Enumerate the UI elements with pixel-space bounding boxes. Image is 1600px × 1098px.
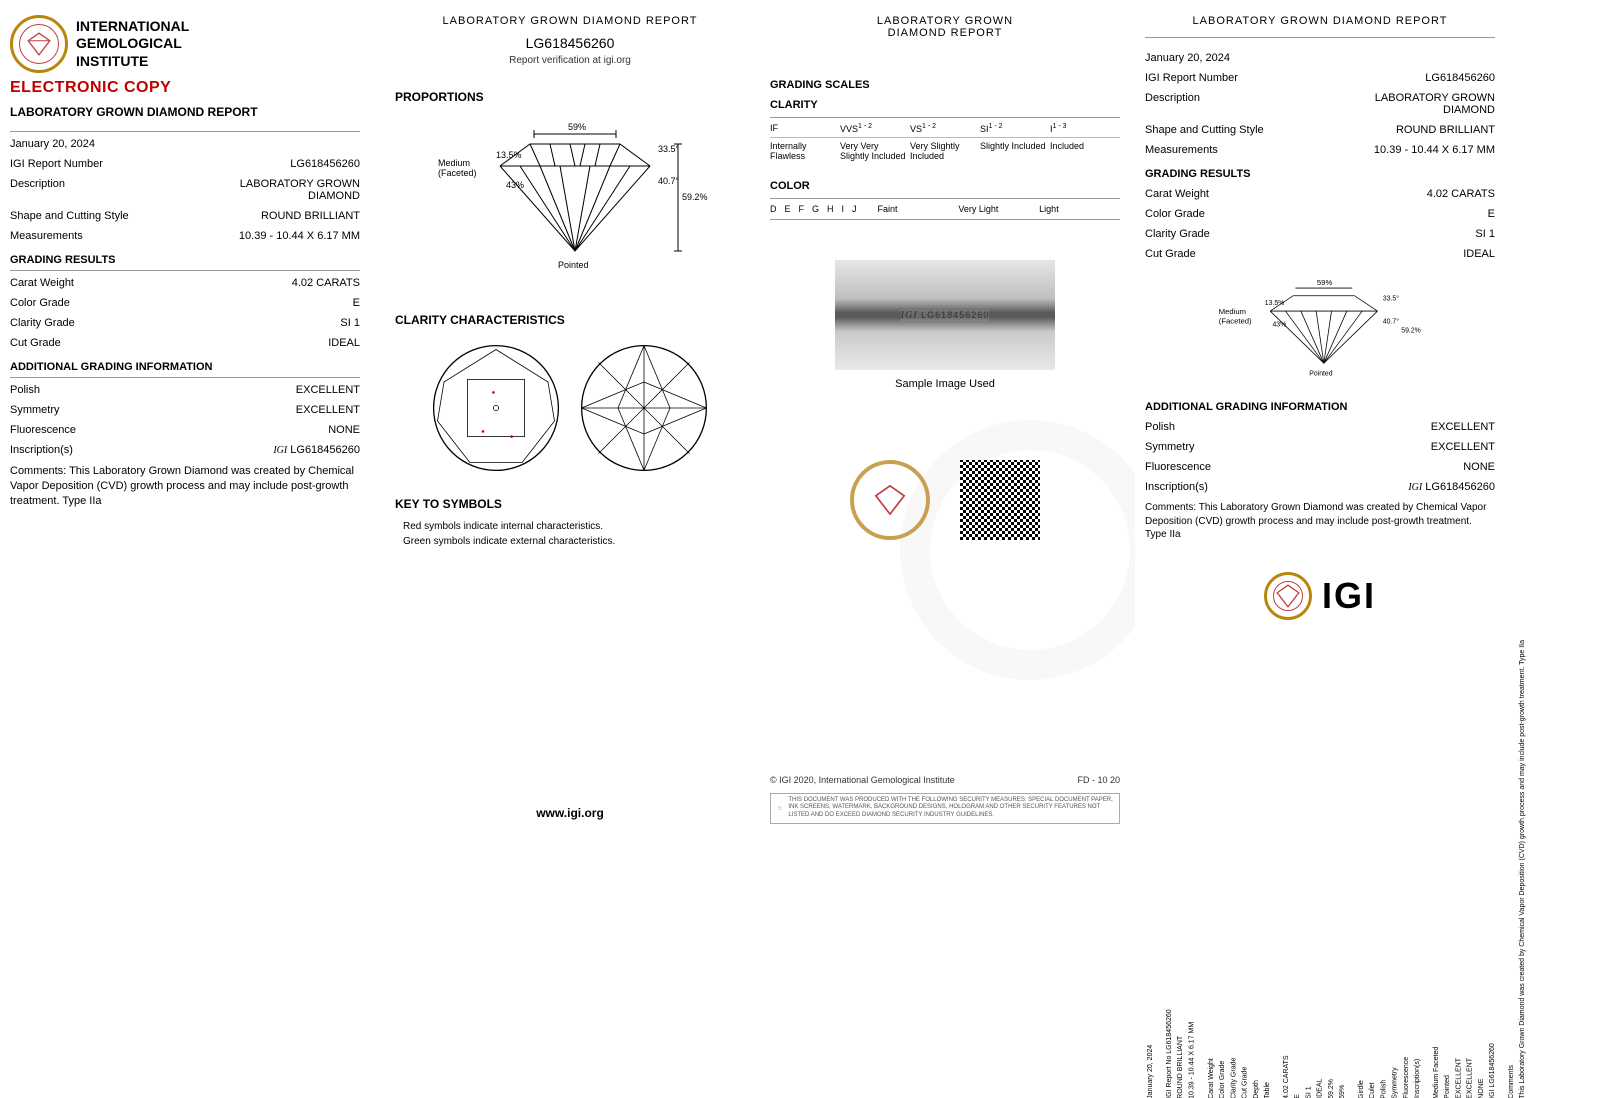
svg-text:33.5°: 33.5°: [658, 144, 680, 154]
igi-logo-large: IGI: [1145, 572, 1495, 620]
clarity-row: Clarity GradeSI 1: [1145, 224, 1495, 244]
copyright: © IGI 2020, International Gemological In…: [770, 775, 955, 785]
svg-text:59%: 59%: [568, 122, 586, 132]
inscription-row: Inscription(s)IGI LG618456260: [10, 440, 360, 460]
shape-row: Shape and Cutting StyleROUND BRILLIANT: [1145, 120, 1495, 140]
report-number-row: IGI Report NumberLG618456260: [10, 154, 360, 174]
fluorescence-row: FluorescenceNONE: [1145, 457, 1495, 477]
carat-row: Carat Weight4.02 CARATS: [1145, 184, 1495, 204]
description-row: DescriptionLABORATORY GROWN DIAMOND: [1145, 88, 1495, 120]
inscription-row: Inscription(s)IGI LG618456260: [1145, 477, 1495, 497]
proportions-header: PROPORTIONS: [395, 90, 745, 104]
org-header: INTERNATIONALGEMOLOGICALINSTITUTE: [10, 15, 360, 73]
symmetry-row: SymmetryEXCELLENT: [1145, 437, 1495, 457]
panel-3-scales: LABORATORY GROWN DIAMOND REPORT GRADING …: [760, 0, 1130, 830]
report-title-short: LABORATORY GROWN DIAMOND REPORT: [770, 15, 1120, 39]
electronic-copy-badge: ELECTRONIC COPY: [10, 79, 360, 97]
color-row: Color GradeE: [1145, 204, 1495, 224]
proportions-diagram: Medium(Faceted) 59% 13.5% 43% 33.5° 40.7…: [395, 116, 745, 289]
svg-text:59.2%: 59.2%: [682, 192, 708, 202]
svg-text:(Faceted): (Faceted): [1219, 316, 1252, 325]
svg-text:Pointed: Pointed: [1309, 370, 1332, 377]
comments: Comments: This Laboratory Grown Diamond …: [1145, 501, 1495, 542]
igi-text: IGI: [1322, 575, 1376, 617]
key-to-symbols-header: KEY TO SYMBOLS: [395, 497, 745, 511]
org-name: INTERNATIONALGEMOLOGICALINSTITUTE: [76, 18, 189, 71]
clarity-diagrams: [395, 343, 745, 473]
date-row: January 20, 2024: [1145, 48, 1495, 68]
color-scale-header: COLOR: [770, 180, 1120, 192]
svg-text:40.7°: 40.7°: [1383, 317, 1399, 325]
svg-text:13.5%: 13.5%: [496, 150, 522, 160]
cut-row: Cut GradeIDEAL: [1145, 244, 1495, 264]
svg-text:Pointed: Pointed: [558, 260, 589, 270]
lock-icon: [777, 801, 782, 815]
comments: Comments: This Laboratory Grown Diamond …: [10, 464, 360, 509]
clarity-row: Clarity GradeSI 1: [10, 313, 360, 333]
footer-url: www.igi.org: [385, 806, 755, 820]
igi-seal-icon: [1264, 572, 1312, 620]
svg-text:59.2%: 59.2%: [1401, 328, 1421, 335]
qr-code-icon: [960, 460, 1040, 540]
grading-results-header: GRADING RESULTS: [1145, 168, 1495, 180]
report-title: LABORATORY GROWN DIAMOND REPORT: [395, 15, 745, 27]
color-row: Color GradeE: [10, 293, 360, 313]
shape-row: Shape and Cutting StyleROUND BRILLIANT: [10, 206, 360, 226]
date-row: January 20, 2024: [10, 134, 360, 154]
report-title: LABORATORY GROWN DIAMOND REPORT: [1145, 15, 1495, 27]
sample-caption: Sample Image Used: [770, 378, 1120, 390]
polish-row: PolishEXCELLENT: [10, 380, 360, 400]
measurements-row: Measurements10.39 - 10.44 X 6.17 MM: [1145, 140, 1495, 160]
svg-text:43%: 43%: [1272, 321, 1286, 328]
description-row: DescriptionLABORATORY GROWN DIAMOND: [10, 174, 360, 206]
svg-text:13.5%: 13.5%: [1265, 300, 1285, 307]
addl-info-header: ADDITIONAL GRADING INFORMATION: [1145, 401, 1495, 413]
svg-text:59%: 59%: [1317, 278, 1333, 287]
verify-text: Report verification at igi.org: [395, 55, 745, 66]
sample-image: IGI LG618456260: [835, 260, 1055, 370]
mini-summary-strip: January 20, 2024 IGI Report No LG6184562…: [1145, 640, 1495, 1098]
form-id: FD - 10 20: [1077, 775, 1120, 785]
svg-text:(Faceted): (Faceted): [438, 168, 477, 178]
cut-row: Cut GradeIDEAL: [10, 333, 360, 353]
report-number: LG618456260: [395, 35, 745, 51]
svg-text:Medium: Medium: [1219, 307, 1246, 316]
report-number-row: IGI Report NumberLG618456260: [1145, 68, 1495, 88]
grading-scales-header: GRADING SCALES: [770, 79, 1120, 91]
svg-text:40.7°: 40.7°: [658, 176, 680, 186]
proportions-diagram-small: Medium(Faceted) 59% 13.5%43% 33.5°40.7° …: [1145, 276, 1495, 389]
security-disclaimer: THIS DOCUMENT WAS PRODUCED WITH THE FOLL…: [770, 793, 1120, 824]
clarity-scale-header: CLARITY: [770, 99, 1120, 111]
panel-1-summary: INTERNATIONALGEMOLOGICALINSTITUTE ELECTR…: [0, 0, 370, 830]
watermark-icon: [900, 420, 1160, 680]
addl-info-header: ADDITIONAL GRADING INFORMATION: [10, 361, 360, 373]
polish-row: PolishEXCELLENT: [1145, 417, 1495, 437]
color-scale: DEFGHIJ Faint Very Light Light: [770, 201, 1120, 217]
fluorescence-row: FluorescenceNONE: [10, 420, 360, 440]
clarity-scale-codes: IF VVS1 - 2 VS1 - 2 SI1 - 2 I1 - 3: [770, 120, 1120, 138]
symmetry-row: SymmetryEXCELLENT: [10, 400, 360, 420]
key-text: Red symbols indicate internal characteri…: [403, 519, 745, 549]
clarity-characteristics-header: CLARITY CHARACTERISTICS: [395, 313, 745, 327]
svg-text:43%: 43%: [506, 180, 524, 190]
measurements-row: Measurements10.39 - 10.44 X 6.17 MM: [10, 226, 360, 246]
igi-seal-icon: [850, 460, 930, 540]
carat-row: Carat Weight4.02 CARATS: [10, 273, 360, 293]
report-title: LABORATORY GROWN DIAMOND REPORT: [10, 105, 360, 119]
clarity-scale-desc: Internally Flawless Very Very Slightly I…: [770, 138, 1120, 164]
panel-2-proportions: LABORATORY GROWN DIAMOND REPORT LG618456…: [385, 0, 755, 830]
igi-seal-icon: [10, 15, 68, 73]
svg-text:33.5°: 33.5°: [1383, 294, 1399, 302]
panel-4-card: LABORATORY GROWN DIAMOND REPORT January …: [1135, 0, 1505, 830]
grading-results-header: GRADING RESULTS: [10, 254, 360, 266]
svg-text:Medium: Medium: [438, 158, 470, 168]
